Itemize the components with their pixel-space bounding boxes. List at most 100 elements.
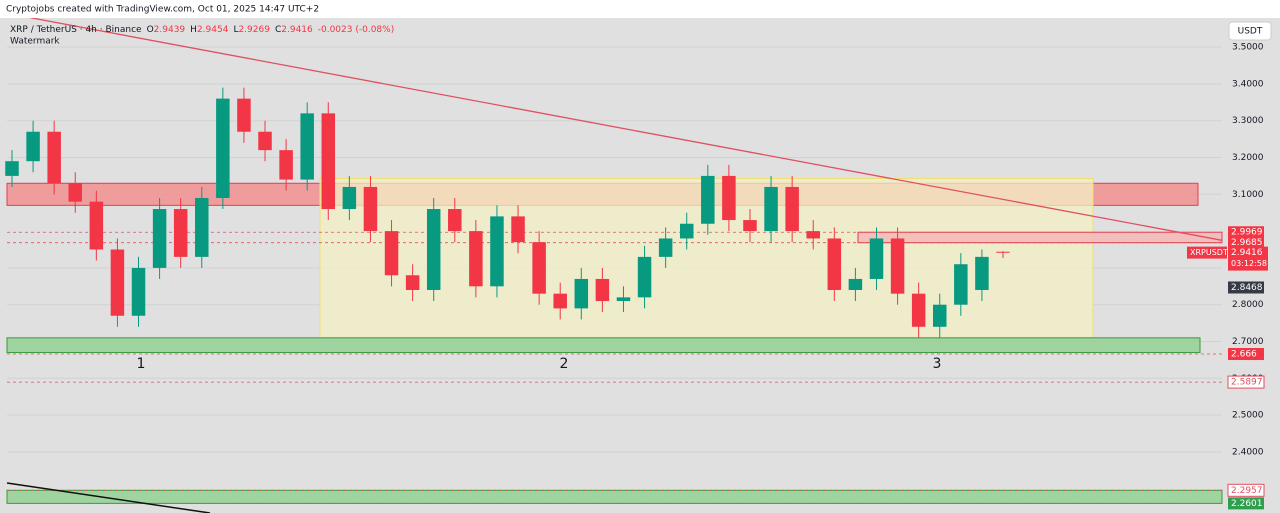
ticker-bg bbox=[1187, 246, 1227, 259]
candle-body bbox=[806, 231, 820, 239]
candle-body bbox=[827, 238, 842, 290]
y-tick-label: 2.5000 bbox=[1232, 411, 1264, 421]
candle-body bbox=[131, 267, 146, 316]
candle-body bbox=[911, 293, 926, 327]
price-bg bbox=[1228, 246, 1268, 271]
annotation: 1 bbox=[137, 356, 146, 372]
y-tick-label: 2.7000 bbox=[1232, 337, 1264, 347]
candle-body bbox=[173, 209, 188, 257]
candle-body bbox=[47, 131, 61, 184]
level-label-bg bbox=[1227, 483, 1265, 497]
currency-button[interactable] bbox=[1228, 21, 1272, 41]
candle-body bbox=[279, 150, 293, 180]
annotation: 2 bbox=[560, 356, 569, 372]
ohlc-value: 2.9269 bbox=[238, 25, 270, 35]
change: -0.0023 (-0.08%) bbox=[318, 25, 394, 35]
candle-body bbox=[237, 98, 251, 132]
y-tick-label: 3.4000 bbox=[1232, 79, 1264, 89]
candle-body bbox=[890, 238, 905, 294]
ohlc-value: 2.9454 bbox=[197, 25, 229, 35]
candle-body bbox=[616, 297, 631, 302]
zone bbox=[6, 489, 1223, 504]
level-label-bg bbox=[1228, 497, 1264, 510]
support-line bbox=[6, 482, 211, 513]
candle-body bbox=[258, 131, 272, 151]
candle-body bbox=[363, 186, 378, 232]
candle-body bbox=[996, 251, 1010, 253]
candle-body bbox=[954, 264, 968, 305]
credit: Cryptojobs created with TradingView.com,… bbox=[6, 5, 319, 15]
header-bar bbox=[0, 0, 1280, 18]
level-label-bg bbox=[1228, 281, 1264, 294]
level-label: 2.666 bbox=[1231, 350, 1257, 360]
candle-body bbox=[764, 186, 778, 232]
y-tick-label: 2.4000 bbox=[1232, 447, 1264, 457]
candle-body bbox=[300, 113, 314, 180]
ohlc-label: H bbox=[190, 25, 197, 35]
y-tick-label: 2.8000 bbox=[1232, 300, 1264, 310]
ticker: XRPUSDT bbox=[1190, 248, 1228, 257]
candle-body bbox=[195, 197, 209, 257]
zone bbox=[857, 231, 1223, 244]
candle-body bbox=[532, 242, 546, 294]
candle-body bbox=[595, 278, 610, 302]
ohlc-value: 2.9416 bbox=[281, 25, 313, 35]
level-label: 2.2601 bbox=[1231, 499, 1263, 509]
level-label-bg bbox=[1228, 348, 1264, 361]
candle-body bbox=[975, 256, 989, 290]
ohlc-value: 2.9439 bbox=[154, 25, 186, 35]
candle-body bbox=[405, 275, 420, 290]
candle-body bbox=[679, 223, 694, 239]
candle-body bbox=[658, 238, 673, 257]
current-price: 2.9416 bbox=[1231, 248, 1263, 258]
trendline bbox=[29, 17, 1223, 241]
annotation: 3 bbox=[933, 356, 942, 372]
candle-body bbox=[785, 186, 799, 232]
candle-body bbox=[321, 113, 336, 210]
level-label-bg bbox=[1227, 375, 1265, 389]
candle-body bbox=[722, 175, 736, 221]
candle-body bbox=[490, 216, 504, 287]
countdown: 03:12:58 bbox=[1231, 259, 1267, 268]
candle-body bbox=[848, 278, 863, 290]
level-label-bg bbox=[1228, 226, 1264, 239]
level-label-bg bbox=[1228, 236, 1264, 249]
candle-body bbox=[216, 98, 230, 198]
symbol: XRP / TetherUS · 4h · Binance bbox=[10, 25, 142, 35]
candle-body bbox=[26, 131, 40, 162]
level-label: 2.2957 bbox=[1231, 486, 1263, 496]
watermark: Watermark bbox=[10, 37, 60, 47]
candle-body bbox=[110, 249, 125, 316]
currency[interactable]: USDT bbox=[1238, 27, 1263, 37]
y-tick-label: 3.3000 bbox=[1232, 116, 1264, 126]
ohlc-label: C bbox=[275, 25, 281, 35]
zone bbox=[6, 337, 1201, 354]
candle-body bbox=[469, 231, 483, 287]
candle-body bbox=[553, 293, 567, 309]
candle-body bbox=[384, 231, 399, 276]
level-label: 2.9685 bbox=[1231, 238, 1263, 248]
candle-body bbox=[511, 216, 525, 243]
y-tick-label: 3.1000 bbox=[1232, 190, 1264, 200]
candle-body bbox=[448, 209, 462, 232]
candle-body bbox=[743, 220, 757, 232]
symbol-line: XRP / TetherUS · 4h · Binance O2.9439 H2.9… bbox=[10, 25, 394, 35]
plot-area: 1 2 3 bbox=[5, 17, 1223, 513]
level-label: 2.9969 bbox=[1231, 228, 1263, 238]
candle-body bbox=[426, 209, 441, 290]
candle-body bbox=[89, 201, 104, 250]
ohlc-label: L bbox=[233, 25, 238, 35]
candle-body bbox=[701, 175, 715, 224]
candle-body bbox=[342, 186, 357, 210]
candle-body bbox=[869, 238, 884, 279]
candle-body bbox=[5, 161, 19, 176]
candle-body bbox=[637, 256, 652, 298]
y-tick-label: 3.2000 bbox=[1232, 153, 1264, 163]
candle-body bbox=[574, 278, 589, 309]
level-label: 2.8468 bbox=[1231, 283, 1263, 293]
level-label: 2.5897 bbox=[1231, 378, 1263, 388]
candle-body bbox=[932, 304, 947, 327]
candle-body bbox=[152, 209, 167, 268]
